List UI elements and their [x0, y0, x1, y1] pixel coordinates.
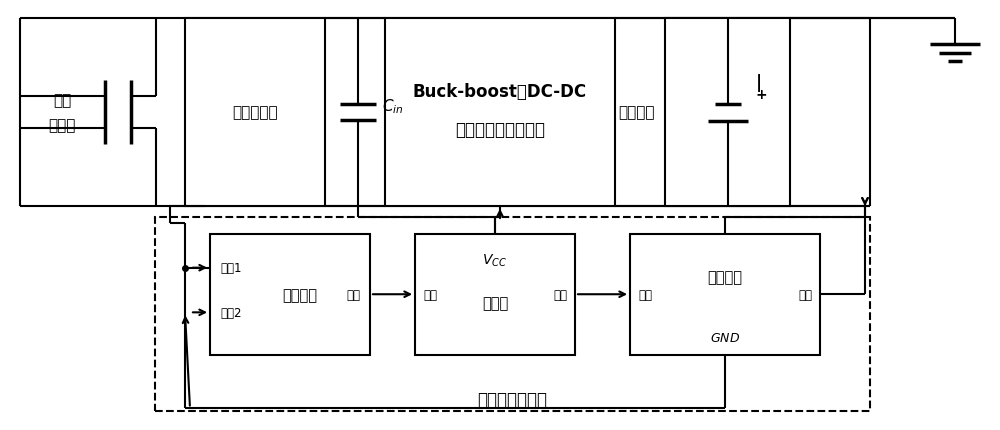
Bar [185, 19, 325, 206]
Text: 开关变换器的功率级: 开关变换器的功率级 [455, 121, 545, 139]
Text: 输出: 输出 [798, 288, 812, 301]
Text: 振荡器: 振荡器 [482, 296, 508, 310]
Text: 输入2: 输入2 [220, 306, 242, 319]
Text: 输出: 输出 [346, 288, 360, 301]
Bar [155, 217, 870, 411]
Text: 启动电路: 启动电路 [283, 287, 318, 302]
Text: Buck-boost型DC-DC: Buck-boost型DC-DC [413, 83, 587, 100]
Text: 输出: 输出 [553, 288, 567, 301]
Text: 压电: 压电 [53, 92, 71, 108]
Text: $V_{CC}$: $V_{CC}$ [482, 252, 508, 268]
Text: $GND$: $GND$ [710, 331, 740, 344]
Bar [385, 19, 615, 206]
Text: $C_{in}$: $C_{in}$ [382, 97, 404, 116]
Bar [665, 19, 790, 206]
Text: +: + [756, 88, 767, 102]
Text: 输出: 输出 [423, 288, 437, 301]
Text: 过压保护: 过压保护 [708, 270, 742, 285]
Text: 开关信号控制器: 开关信号控制器 [478, 390, 548, 408]
Bar [210, 234, 370, 355]
Text: |: | [756, 74, 762, 91]
Text: 全桥整流器: 全桥整流器 [232, 105, 278, 120]
Bar [415, 234, 575, 355]
Text: 输入: 输入 [638, 288, 652, 301]
Text: 储能器件: 储能器件 [618, 105, 655, 120]
Text: 转换器: 转换器 [48, 118, 76, 133]
Text: 输入1: 输入1 [220, 261, 242, 274]
Bar [630, 234, 820, 355]
